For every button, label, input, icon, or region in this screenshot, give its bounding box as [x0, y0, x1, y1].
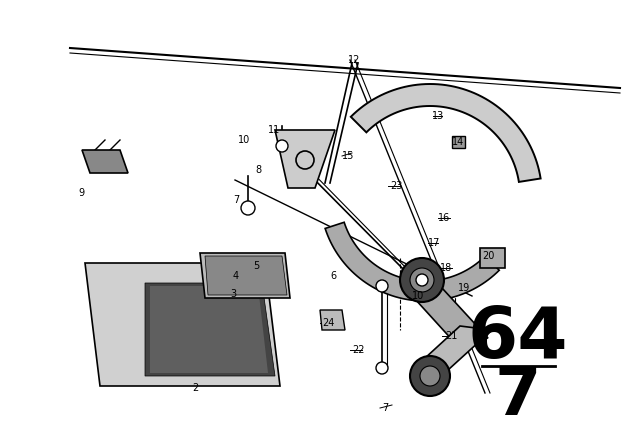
Text: 15: 15	[342, 151, 355, 161]
Polygon shape	[480, 248, 505, 268]
Text: 19: 19	[458, 283, 470, 293]
Polygon shape	[275, 130, 335, 188]
Polygon shape	[320, 310, 345, 330]
Polygon shape	[412, 326, 492, 370]
Polygon shape	[325, 222, 499, 301]
Text: 20: 20	[482, 251, 494, 261]
Circle shape	[416, 274, 428, 286]
Text: 7: 7	[495, 363, 541, 429]
Polygon shape	[82, 150, 128, 173]
Polygon shape	[405, 288, 488, 343]
Circle shape	[400, 258, 444, 302]
Text: 21: 21	[445, 331, 458, 341]
Text: 6: 6	[330, 271, 336, 281]
Text: 3: 3	[230, 289, 236, 299]
Circle shape	[296, 151, 314, 169]
Text: 7: 7	[233, 195, 239, 205]
Circle shape	[376, 280, 388, 292]
Text: 13: 13	[432, 111, 444, 121]
Circle shape	[420, 366, 440, 386]
Polygon shape	[85, 263, 280, 386]
Text: 9: 9	[78, 188, 84, 198]
Text: 24: 24	[322, 318, 334, 328]
Text: 64: 64	[468, 303, 568, 372]
Text: 16: 16	[438, 213, 451, 223]
Text: 2: 2	[192, 383, 198, 393]
Text: 23: 23	[390, 181, 403, 191]
Text: 14: 14	[452, 137, 464, 147]
Text: 8: 8	[255, 165, 261, 175]
Text: 17: 17	[428, 238, 440, 248]
Circle shape	[276, 140, 288, 152]
Text: 11: 11	[268, 125, 280, 135]
Polygon shape	[351, 84, 541, 182]
Text: 10: 10	[412, 291, 424, 301]
Circle shape	[410, 268, 434, 292]
Text: 12: 12	[348, 55, 360, 65]
Polygon shape	[205, 256, 287, 295]
Text: 7: 7	[382, 403, 388, 413]
Polygon shape	[452, 136, 465, 148]
Polygon shape	[150, 286, 268, 373]
Polygon shape	[200, 253, 290, 298]
Text: 18: 18	[440, 263, 452, 273]
Text: 22: 22	[352, 345, 365, 355]
Polygon shape	[145, 283, 275, 376]
Circle shape	[410, 356, 450, 396]
Circle shape	[376, 362, 388, 374]
Text: 4: 4	[233, 271, 239, 281]
Text: 5: 5	[253, 261, 259, 271]
Circle shape	[241, 201, 255, 215]
Text: 10: 10	[238, 135, 250, 145]
